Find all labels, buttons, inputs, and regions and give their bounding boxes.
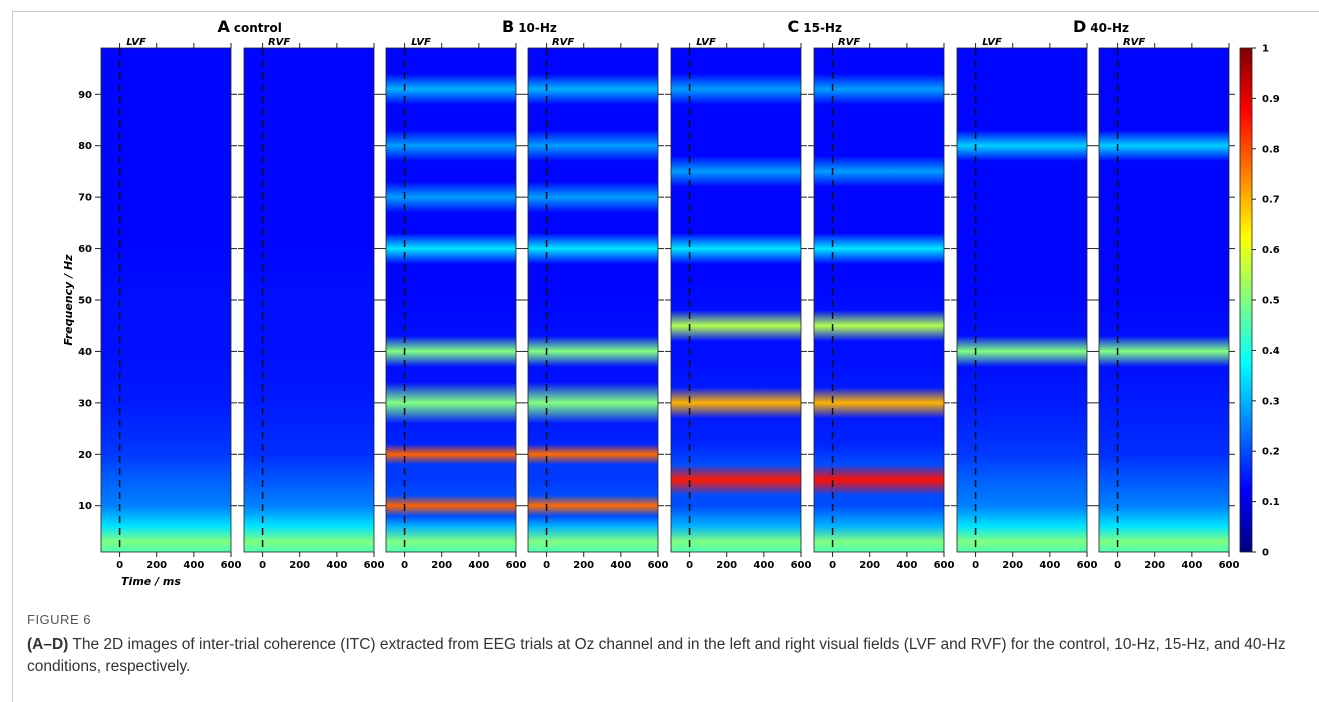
- colorbar-tick-label: 1: [1262, 44, 1269, 55]
- x-tick-label: 0: [972, 560, 979, 571]
- panel-subtitle: LVF: [696, 37, 716, 48]
- y-tick-label: 60: [78, 244, 92, 255]
- x-tick-label: 600: [934, 560, 955, 571]
- caption-text: The 2D images of inter-trial coherence (…: [27, 636, 1286, 675]
- panel-subtitle: LVF: [411, 37, 431, 48]
- caption-lead: (A–D): [27, 636, 69, 653]
- y-tick-label: 40: [78, 347, 92, 358]
- y-tick-label: 90: [78, 90, 92, 101]
- panel-condition: 10-Hz: [518, 21, 557, 35]
- x-tick-label: 400: [1181, 560, 1202, 571]
- x-tick-label: 0: [259, 560, 266, 571]
- colorbar-tick-label: 0.4: [1262, 346, 1280, 357]
- x-tick-label: 200: [1002, 560, 1023, 571]
- colorbar-tick-label: 0.2: [1262, 447, 1280, 458]
- x-tick-label: 400: [753, 560, 774, 571]
- heatmap: [243, 47, 375, 553]
- x-tick-label: 200: [146, 560, 167, 571]
- x-tick-label: 600: [364, 560, 385, 571]
- figure-frame: [12, 11, 1319, 702]
- y-tick-label: 30: [78, 398, 92, 409]
- x-tick-label: 200: [1144, 560, 1165, 571]
- x-tick-label: 0: [543, 560, 550, 571]
- x-tick-label: 0: [116, 560, 123, 571]
- x-tick-label: 600: [1219, 560, 1240, 571]
- y-tick-label: 10: [78, 501, 92, 512]
- x-tick-label: 200: [573, 560, 594, 571]
- panel-letter: B: [502, 17, 514, 36]
- x-tick-label: 400: [468, 560, 489, 571]
- colorbar-tick-label: 0.3: [1262, 396, 1280, 407]
- heatmap: [527, 47, 659, 553]
- colorbar-tick-label: 0.5: [1262, 296, 1280, 307]
- heatmap: [1098, 47, 1230, 553]
- panel-letter: D: [1073, 17, 1086, 36]
- x-tick-label: 0: [1114, 560, 1121, 571]
- panel-condition: 15-Hz: [803, 21, 842, 35]
- x-axis-label: Time / ms: [121, 575, 181, 588]
- panel-subtitle: RVF: [838, 37, 860, 48]
- x-tick-label: 600: [221, 560, 242, 571]
- x-tick-label: 200: [431, 560, 452, 571]
- panel-condition: control: [234, 21, 282, 35]
- x-tick-label: 400: [1039, 560, 1060, 571]
- panel-heading: D 40-Hz: [1073, 17, 1129, 36]
- colorbar-tick-label: 0.9: [1262, 94, 1280, 105]
- x-tick-label: 400: [183, 560, 204, 571]
- colorbar-tick-label: 0: [1262, 548, 1269, 559]
- panel-heading: B 10-Hz: [502, 17, 557, 36]
- y-tick-label: 70: [78, 193, 92, 204]
- x-tick-label: 600: [648, 560, 669, 571]
- x-tick-label: 200: [289, 560, 310, 571]
- x-tick-label: 600: [1077, 560, 1098, 571]
- x-tick-label: 200: [859, 560, 880, 571]
- panel-condition: 40-Hz: [1090, 21, 1129, 35]
- colorbar-tick-label: 0.1: [1262, 497, 1280, 508]
- x-tick-label: 400: [326, 560, 347, 571]
- panel-letter: C: [788, 17, 800, 36]
- figure-caption: (A–D) The 2D images of inter-trial coher…: [27, 634, 1297, 678]
- colorbar: [1239, 47, 1253, 553]
- x-tick-label: 0: [401, 560, 408, 571]
- heatmap: [956, 47, 1088, 553]
- x-tick-label: 600: [791, 560, 812, 571]
- x-tick-label: 0: [686, 560, 693, 571]
- x-tick-label: 200: [716, 560, 737, 571]
- panel-letter: A: [218, 17, 231, 36]
- y-tick-label: 80: [78, 141, 92, 152]
- panel-subtitle: LVF: [982, 37, 1002, 48]
- panel-subtitle: RVF: [268, 37, 290, 48]
- heatmap: [813, 47, 945, 553]
- y-tick-label: 50: [78, 296, 92, 307]
- x-tick-label: 0: [829, 560, 836, 571]
- heatmap: [670, 47, 802, 553]
- y-tick-label: 20: [78, 450, 92, 461]
- colorbar-tick-label: 0.6: [1262, 245, 1280, 256]
- colorbar-tick-label: 0.7: [1262, 195, 1280, 206]
- heatmap: [100, 47, 232, 553]
- x-tick-label: 400: [610, 560, 631, 571]
- panel-subtitle: RVF: [1123, 37, 1145, 48]
- x-tick-label: 400: [896, 560, 917, 571]
- y-axis-label: Frequency / Hz: [62, 254, 75, 346]
- colorbar-tick-label: 0.8: [1262, 144, 1280, 155]
- x-tick-label: 600: [506, 560, 527, 571]
- panel-subtitle: LVF: [126, 37, 146, 48]
- figure-label: FIGURE 6: [27, 612, 91, 627]
- heatmap: [385, 47, 517, 553]
- panel-heading: C 15-Hz: [788, 17, 842, 36]
- panel-subtitle: RVF: [552, 37, 574, 48]
